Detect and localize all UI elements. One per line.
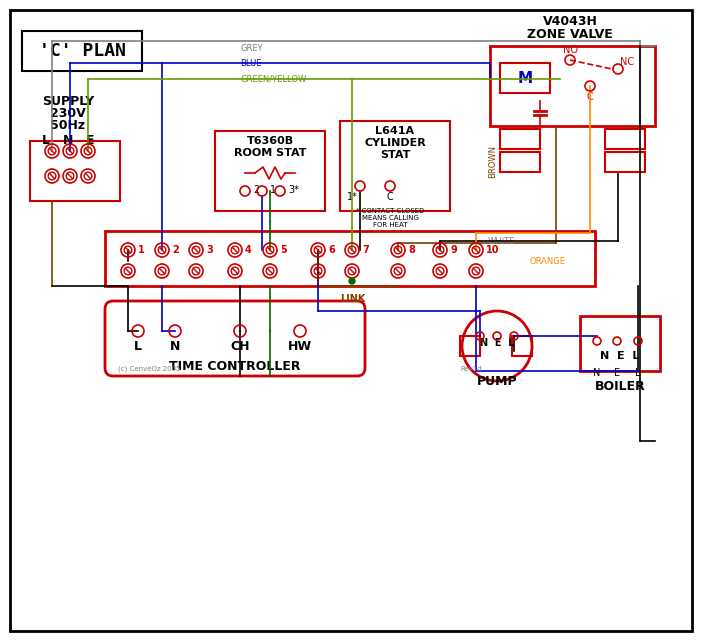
Text: 'C' PLAN: 'C' PLAN — [39, 42, 126, 60]
Text: BROWN: BROWN — [488, 144, 497, 178]
Text: TIME CONTROLLER: TIME CONTROLLER — [169, 360, 300, 372]
Text: ZONE VALVE: ZONE VALVE — [527, 28, 613, 40]
Text: WHITE: WHITE — [488, 237, 515, 246]
Text: 2: 2 — [172, 245, 179, 255]
Text: T6360B: T6360B — [246, 136, 293, 146]
Text: 7: 7 — [362, 245, 369, 255]
Text: 1: 1 — [138, 245, 145, 255]
Text: STAT: STAT — [380, 150, 410, 160]
Text: 4: 4 — [245, 245, 252, 255]
Text: E: E — [86, 133, 94, 147]
Text: FOR HEAT: FOR HEAT — [373, 222, 407, 228]
Text: Rev1d: Rev1d — [460, 366, 482, 372]
Text: M: M — [517, 71, 533, 85]
Text: ROOM STAT: ROOM STAT — [234, 148, 306, 158]
Text: 6: 6 — [328, 245, 335, 255]
Text: N  E  L: N E L — [600, 351, 640, 361]
Text: 3*: 3* — [288, 185, 299, 195]
Text: 50Hz: 50Hz — [51, 119, 86, 131]
Text: E: E — [614, 368, 620, 378]
Text: CYLINDER: CYLINDER — [364, 138, 426, 148]
Text: 1*: 1* — [347, 192, 357, 202]
Text: 1: 1 — [270, 185, 276, 195]
Text: (c) CenveOz 2005: (c) CenveOz 2005 — [118, 366, 180, 372]
Text: 2: 2 — [253, 185, 259, 195]
Text: 5: 5 — [280, 245, 286, 255]
Circle shape — [349, 278, 355, 284]
Text: L: L — [134, 340, 142, 353]
Text: L641A: L641A — [376, 126, 415, 136]
Text: CH: CH — [230, 340, 250, 353]
Text: * CONTACT CLOSED: * CONTACT CLOSED — [356, 208, 424, 214]
Text: 10: 10 — [486, 245, 500, 255]
Text: 8: 8 — [408, 245, 415, 255]
Text: GREY: GREY — [240, 44, 263, 53]
Text: L: L — [635, 368, 641, 378]
Text: 3: 3 — [206, 245, 213, 255]
Text: PUMP: PUMP — [477, 374, 517, 388]
Text: HW: HW — [288, 340, 312, 353]
Text: SUPPLY: SUPPLY — [42, 94, 94, 108]
Text: BLUE: BLUE — [240, 58, 262, 67]
Text: GREEN/YELLOW: GREEN/YELLOW — [240, 74, 306, 83]
Text: LINK: LINK — [340, 294, 365, 304]
Text: NO: NO — [562, 45, 578, 55]
Text: C: C — [387, 192, 393, 202]
Text: N  E  L: N E L — [479, 338, 515, 348]
Text: MEANS CALLING: MEANS CALLING — [362, 215, 418, 221]
Text: N: N — [593, 368, 601, 378]
Text: BOILER: BOILER — [595, 379, 645, 392]
Text: C: C — [587, 92, 593, 102]
Text: NC: NC — [620, 57, 634, 67]
Text: ORANGE: ORANGE — [530, 256, 566, 265]
Text: L: L — [42, 133, 50, 147]
Text: 230V: 230V — [50, 106, 86, 119]
Text: V4043H: V4043H — [543, 15, 597, 28]
Text: N: N — [62, 133, 73, 147]
Text: N: N — [170, 340, 180, 353]
Text: 9: 9 — [450, 245, 457, 255]
